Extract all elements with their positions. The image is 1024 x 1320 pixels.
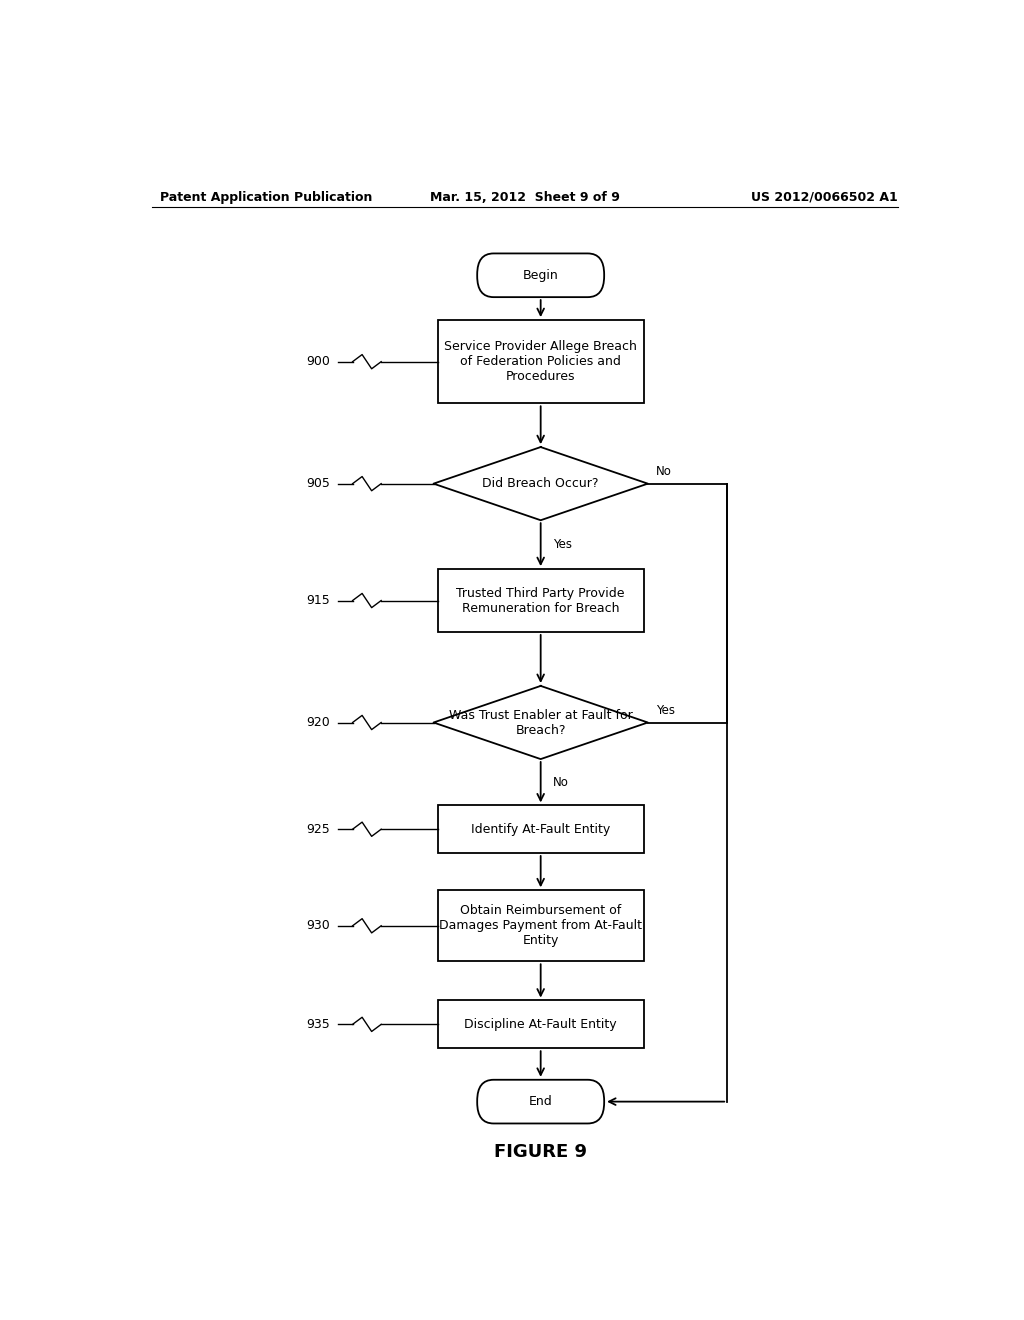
FancyBboxPatch shape [477,1080,604,1123]
Text: Service Provider Allege Breach
of Federation Policies and
Procedures: Service Provider Allege Breach of Federa… [444,341,637,383]
Text: Discipline At-Fault Entity: Discipline At-Fault Entity [464,1018,617,1031]
Bar [437,890,644,961]
Text: No: No [655,465,672,478]
Text: US 2012/0066502 A1: US 2012/0066502 A1 [751,190,898,203]
Bar [437,319,644,404]
Text: Obtain Reimbursement of
Damages Payment from At-Fault
Entity: Obtain Reimbursement of Damages Payment … [439,904,642,948]
Text: No: No [553,776,568,789]
Polygon shape [433,447,648,520]
Text: 930: 930 [306,919,331,932]
Text: Yes: Yes [655,704,675,717]
Text: Did Breach Occur?: Did Breach Occur? [482,477,599,490]
Polygon shape [433,686,648,759]
Text: Trusted Third Party Provide
Remuneration for Breach: Trusted Third Party Provide Remuneration… [457,586,625,615]
Text: Yes: Yes [553,539,571,552]
Text: 900: 900 [306,355,331,368]
Text: 920: 920 [306,715,331,729]
Text: End: End [528,1096,553,1107]
Text: FIGURE 9: FIGURE 9 [495,1143,587,1162]
Text: Was Trust Enabler at Fault for
Breach?: Was Trust Enabler at Fault for Breach? [449,709,633,737]
Text: 915: 915 [306,594,331,607]
Bar [437,569,644,632]
Text: 935: 935 [306,1018,331,1031]
FancyBboxPatch shape [477,253,604,297]
Bar [437,1001,644,1048]
Text: Mar. 15, 2012  Sheet 9 of 9: Mar. 15, 2012 Sheet 9 of 9 [430,190,620,203]
Text: 925: 925 [306,822,331,836]
Text: Begin: Begin [523,269,558,281]
Text: 905: 905 [306,477,331,490]
Text: Patent Application Publication: Patent Application Publication [160,190,372,203]
Text: Identify At-Fault Entity: Identify At-Fault Entity [471,822,610,836]
Bar [437,805,644,853]
